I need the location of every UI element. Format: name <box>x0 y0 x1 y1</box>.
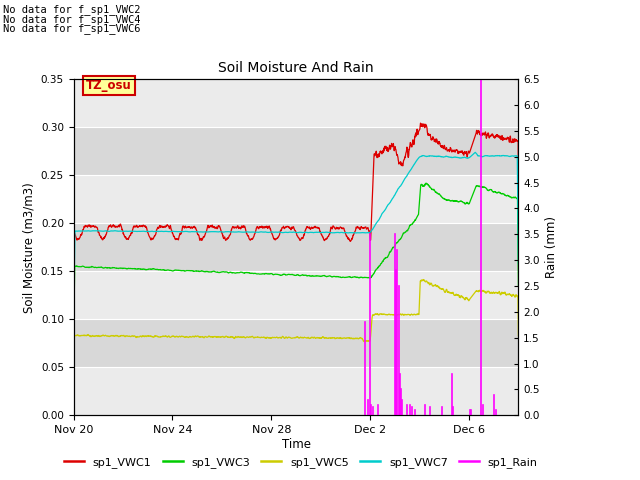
Text: No data for f_sp1_VWC6: No data for f_sp1_VWC6 <box>3 23 141 34</box>
Title: Soil Moisture And Rain: Soil Moisture And Rain <box>218 61 374 75</box>
Bar <box>74 127 518 175</box>
X-axis label: Time: Time <box>282 438 310 451</box>
Bar <box>74 223 518 271</box>
Bar <box>74 79 518 127</box>
Bar <box>74 367 518 415</box>
Bar <box>74 271 518 319</box>
Legend: sp1_VWC1, sp1_VWC3, sp1_VWC5, sp1_VWC7, sp1_Rain: sp1_VWC1, sp1_VWC3, sp1_VWC5, sp1_VWC7, … <box>60 452 542 472</box>
Text: No data for f_sp1_VWC2: No data for f_sp1_VWC2 <box>3 4 141 15</box>
Y-axis label: Rain (mm): Rain (mm) <box>545 216 559 278</box>
Text: TZ_osu: TZ_osu <box>86 79 132 92</box>
Y-axis label: Soil Moisture (m3/m3): Soil Moisture (m3/m3) <box>22 182 35 312</box>
Bar <box>74 175 518 223</box>
Text: No data for f_sp1_VWC4: No data for f_sp1_VWC4 <box>3 13 141 24</box>
Bar <box>74 319 518 367</box>
